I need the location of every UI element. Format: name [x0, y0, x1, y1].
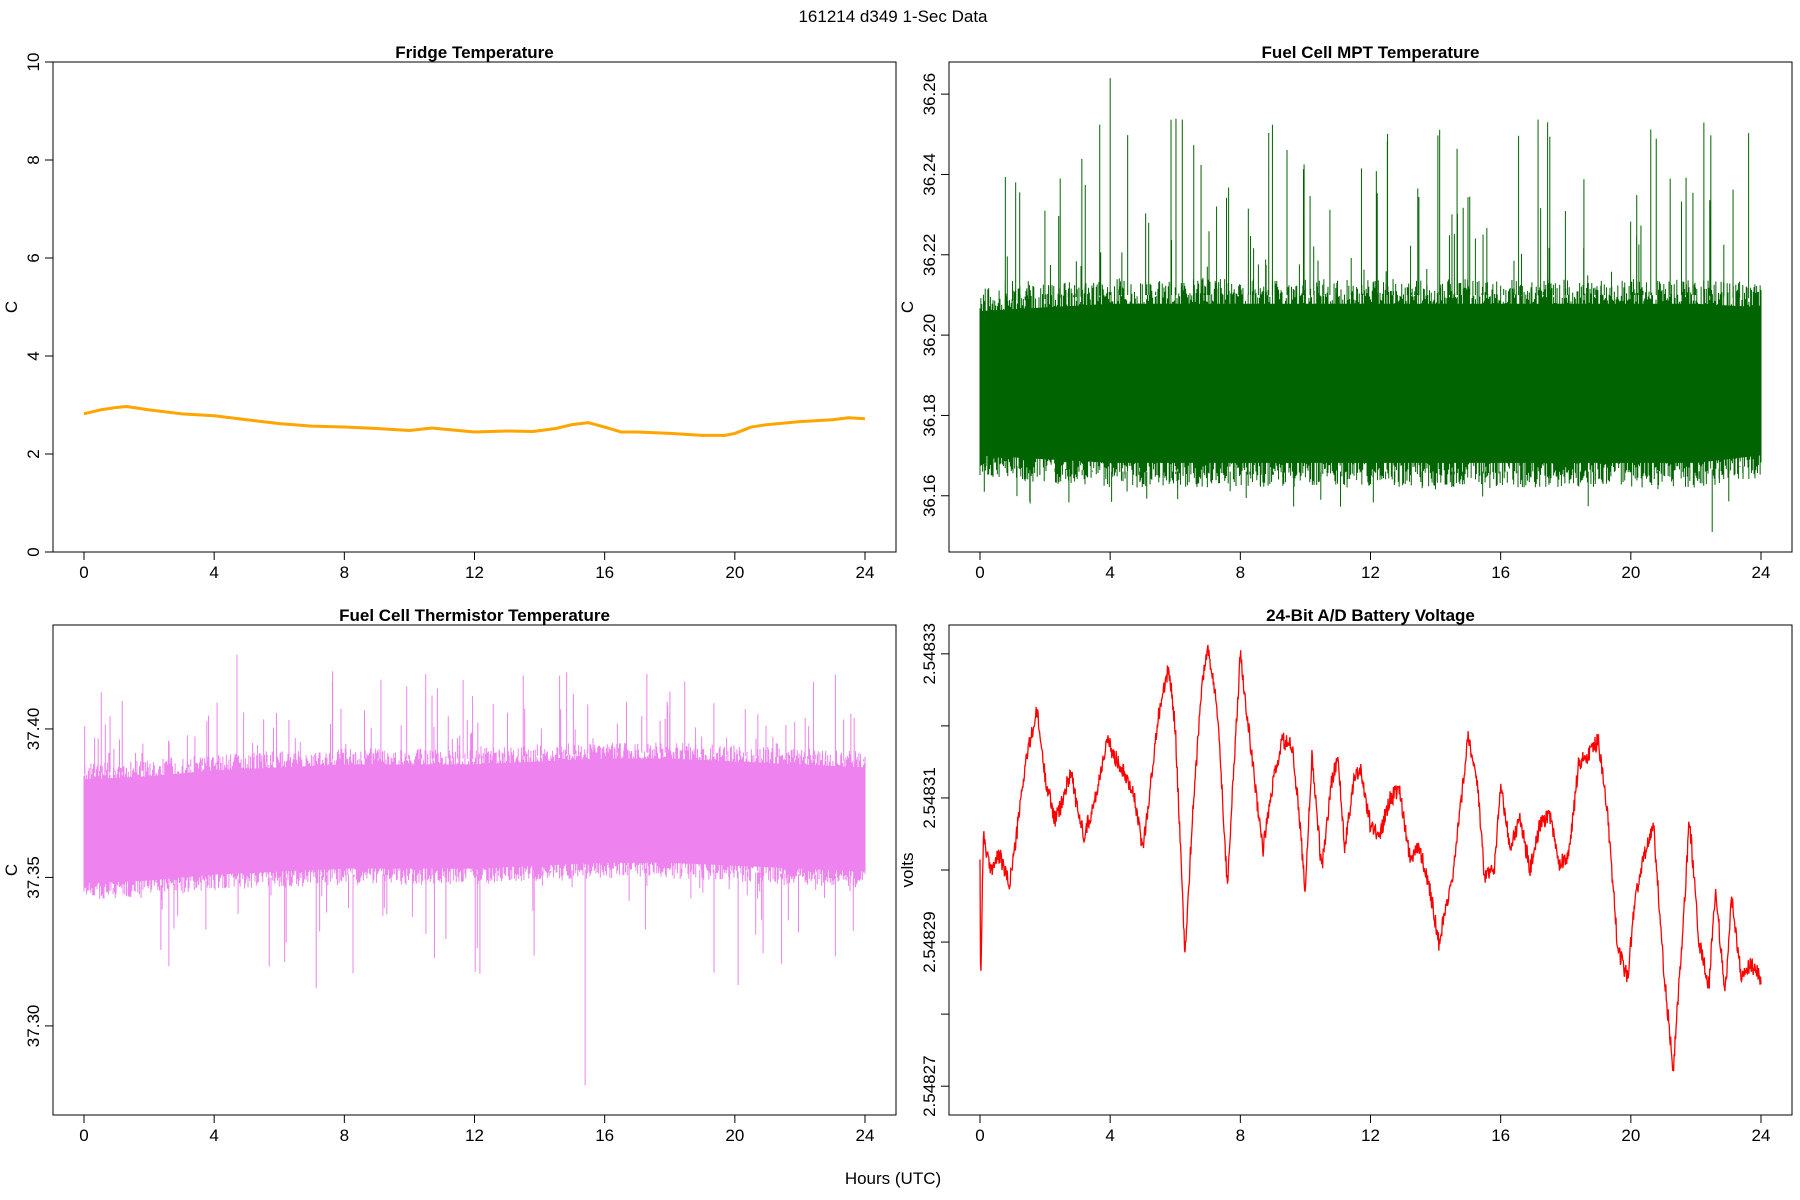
panel-title: Fuel Cell MPT Temperature	[1262, 43, 1480, 62]
x-axis: 0 4 8 12 16 20 24	[975, 552, 1770, 582]
x-tick-label: 0	[79, 1126, 88, 1145]
x-tick-label: 24	[1752, 563, 1771, 582]
x-tick-label: 0	[975, 1126, 984, 1145]
x-tick-label: 16	[1491, 1126, 1510, 1145]
series-noise	[83, 742, 866, 899]
x-tick-label: 8	[340, 1126, 349, 1145]
series-1	[979, 78, 1762, 532]
panel-fuel-cell-mpt-temperature: Fuel Cell MPT Temperature C 0 4 8 12 16 20 24 3…	[898, 43, 1793, 582]
figure-supertitle: 161214 d349 1-Sec Data	[798, 7, 988, 26]
y-axis: 37.30 37.35 37.40	[24, 708, 53, 1048]
figure-xlabel: Hours (UTC)	[845, 1169, 941, 1188]
x-tick-label: 20	[725, 563, 744, 582]
y-tick-label: 2.54831	[920, 767, 939, 828]
panel-ylabel: C	[898, 301, 917, 313]
y-tick-label: 37.40	[24, 708, 43, 751]
x-tick-label: 12	[1361, 563, 1380, 582]
y-tick-label: 4	[24, 351, 43, 360]
panel-ylabel: C	[2, 301, 21, 313]
x-tick-label: 24	[1752, 1126, 1771, 1145]
x-tick-label: 16	[1491, 563, 1510, 582]
x-tick-label: 4	[1105, 1126, 1114, 1145]
x-axis: 0 4 8 12 16 20 24	[975, 1115, 1770, 1145]
x-axis: 0 4 8 12 16 20 24	[79, 1115, 874, 1145]
x-tick-label: 16	[595, 563, 614, 582]
y-tick-label: 2.54827	[920, 1055, 939, 1116]
x-tick-label: 8	[1236, 563, 1245, 582]
x-tick-label: 4	[209, 1126, 218, 1145]
x-tick-label: 24	[856, 1126, 875, 1145]
x-tick-label: 0	[79, 563, 88, 582]
panel-title: 24-Bit A/D Battery Voltage	[1266, 606, 1475, 625]
x-axis: 0 4 8 12 16 20 24	[79, 552, 874, 582]
y-tick-label: 37.35	[24, 856, 43, 899]
y-tick-label: 2.54829	[920, 911, 939, 972]
y-tick-label: 8	[24, 155, 43, 164]
panel-title: Fridge Temperature	[395, 43, 553, 62]
y-tick-label: 36.18	[920, 394, 939, 437]
series-0	[83, 404, 866, 437]
x-tick-label: 0	[975, 563, 984, 582]
y-tick-label: 36.20	[920, 314, 939, 357]
y-axis: 0 2 4 6 8 10	[24, 53, 53, 557]
x-tick-label: 8	[1236, 1126, 1245, 1145]
panel-title: Fuel Cell Thermistor Temperature	[339, 606, 610, 625]
y-tick-label: 36.16	[920, 474, 939, 517]
x-tick-label: 16	[595, 1126, 614, 1145]
x-tick-label: 12	[465, 563, 484, 582]
panel-fuel-cell-thermistor-temperature: Fuel Cell Thermistor Temperature C 0 4 8 12…	[2, 606, 897, 1145]
series-spikes	[982, 78, 1762, 532]
y-tick-label: 37.30	[24, 1005, 43, 1048]
y-tick-label: 36.24	[920, 153, 939, 196]
y-axis: 36.16 36.18 36.20 36.22 36.24 36.26	[920, 73, 949, 517]
panel-battery-voltage: 24-Bit A/D Battery Voltage volts 0 4 8 12 16…	[898, 606, 1793, 1145]
x-tick-label: 20	[1621, 1126, 1640, 1145]
panel-ylabel: C	[2, 864, 21, 876]
series-3	[979, 644, 1762, 1072]
series-line	[979, 644, 1762, 1072]
series-spikes	[84, 654, 865, 1086]
y-tick-label: 0	[24, 547, 43, 556]
x-tick-label: 20	[1621, 563, 1640, 582]
x-tick-label: 8	[340, 563, 349, 582]
series-noise	[979, 279, 1762, 488]
x-tick-label: 12	[465, 1126, 484, 1145]
series-line	[83, 404, 866, 437]
y-tick-label: 10	[24, 53, 43, 72]
y-tick-label: 6	[24, 253, 43, 262]
y-axis: 2.54827 2.54829 2.54831 2.54833	[920, 623, 949, 1117]
x-tick-label: 20	[725, 1126, 744, 1145]
panel-ylabel: volts	[898, 853, 917, 888]
y-tick-label: 2	[24, 449, 43, 458]
x-tick-label: 12	[1361, 1126, 1380, 1145]
x-tick-label: 4	[1105, 563, 1114, 582]
x-tick-label: 4	[209, 563, 218, 582]
y-tick-label: 2.54833	[920, 623, 939, 684]
y-tick-label: 36.26	[920, 73, 939, 116]
series-2	[83, 654, 866, 1086]
y-tick-label: 36.22	[920, 234, 939, 277]
x-tick-label: 24	[856, 563, 875, 582]
